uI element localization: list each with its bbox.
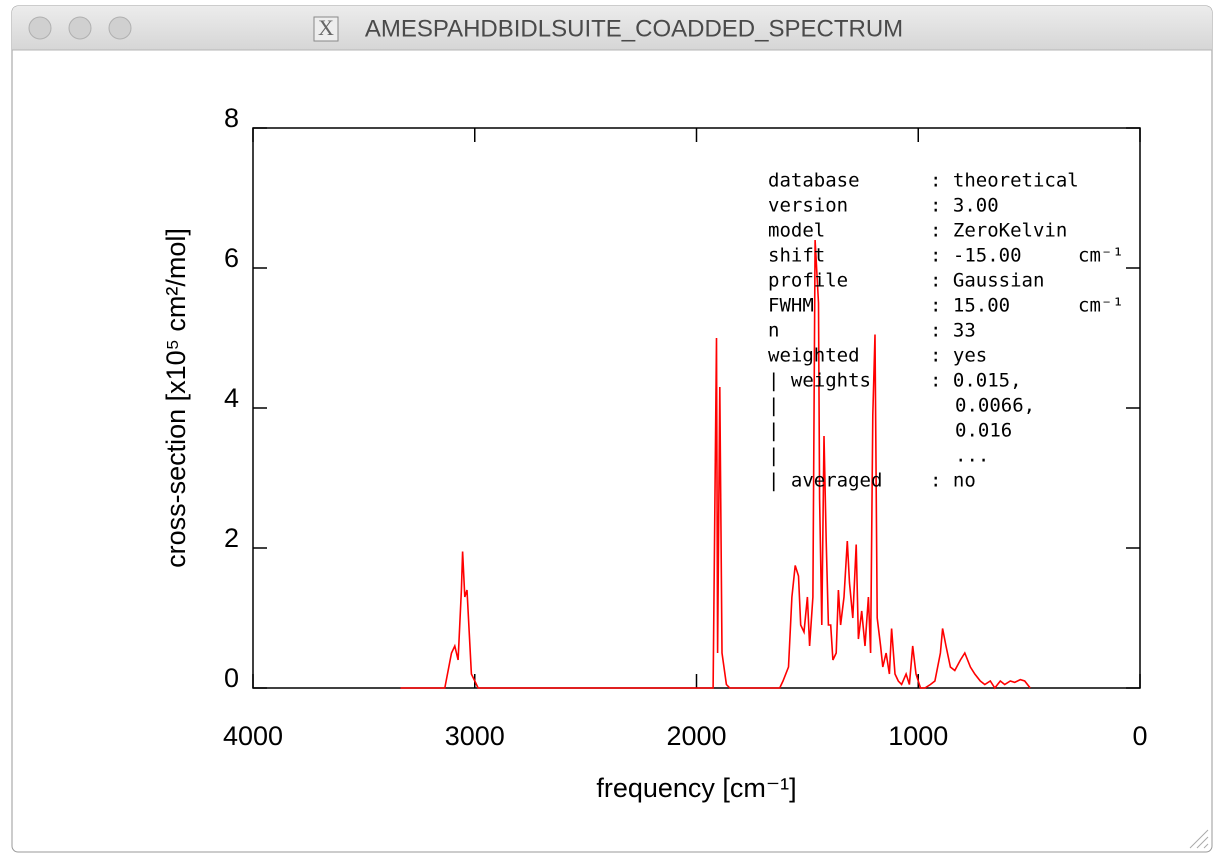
minimize-button[interactable]	[68, 16, 92, 40]
annotation-key: | averaged	[768, 470, 882, 492]
window	[11, 5, 1213, 853]
y-axis-label: cross-section [x10⁵ cm²/mol]	[161, 228, 191, 568]
annotation-value: ...	[955, 445, 989, 467]
annotation-value: : theoretical	[930, 170, 1079, 192]
annotation-key: profile	[768, 270, 848, 292]
annotation-value: : 0.015,	[930, 370, 1022, 392]
annotation-key: weighted	[768, 345, 860, 367]
title-bar	[12, 6, 1212, 50]
annotation-value: 0.016	[955, 420, 1012, 442]
x11-icon	[313, 16, 339, 42]
annotation-value: : 33	[930, 320, 976, 342]
annotation-key: database	[768, 170, 860, 192]
y-tick-label: 0	[224, 663, 239, 693]
annotation-value: 0.0066,	[955, 395, 1035, 417]
annotation-unit: cm⁻¹	[1078, 295, 1124, 317]
x-axis-label: frequency [cm⁻¹]	[596, 773, 796, 803]
y-tick-label: 4	[224, 383, 239, 413]
annotation-value: : -15.00	[930, 245, 1022, 267]
annotation-key: | weights	[768, 370, 871, 392]
annotation-key: version	[768, 195, 848, 217]
annotation-key: |	[768, 445, 779, 467]
annotation-value: : Gaussian	[930, 270, 1044, 292]
y-tick-label: 2	[224, 523, 239, 553]
x-tick-label: 1000	[888, 721, 948, 751]
annotation-value: : 15.00	[930, 295, 1010, 317]
x-tick-label: 3000	[445, 721, 505, 751]
x11-icon-glyph: X	[318, 15, 334, 40]
annotation-key: |	[768, 395, 779, 417]
y-tick-label: 6	[224, 243, 239, 273]
annotation-key: n	[768, 320, 779, 342]
y-tick-label: 8	[224, 103, 239, 133]
zoom-button[interactable]	[108, 16, 132, 40]
annotation-value: : ZeroKelvin	[930, 220, 1067, 242]
annotation-value: : yes	[930, 345, 987, 367]
x-tick-label: 4000	[223, 721, 283, 751]
annotation-key: |	[768, 420, 779, 442]
close-button[interactable]	[28, 16, 52, 40]
annotation-value: : no	[930, 470, 976, 492]
annotation-key: model	[768, 220, 825, 242]
annotation-unit: cm⁻¹	[1078, 245, 1124, 267]
resize-grip	[1189, 829, 1209, 849]
annotation-key: FWHM	[768, 295, 814, 317]
x-tick-label: 2000	[666, 721, 726, 751]
annotation-key: shift	[768, 245, 825, 267]
plot: 4000 3000 2000 1000 0 0 2 4 6 8 frequency [cm⁻¹] cr…	[161, 103, 1147, 803]
annotation-value: : 3.00	[930, 195, 999, 217]
window-title: AMESPAHDBIDLSUITE_COADDED_SPECTRUM	[365, 15, 903, 42]
spectrum-line	[400, 239, 1031, 690]
x-tick-label: 0	[1132, 721, 1147, 751]
